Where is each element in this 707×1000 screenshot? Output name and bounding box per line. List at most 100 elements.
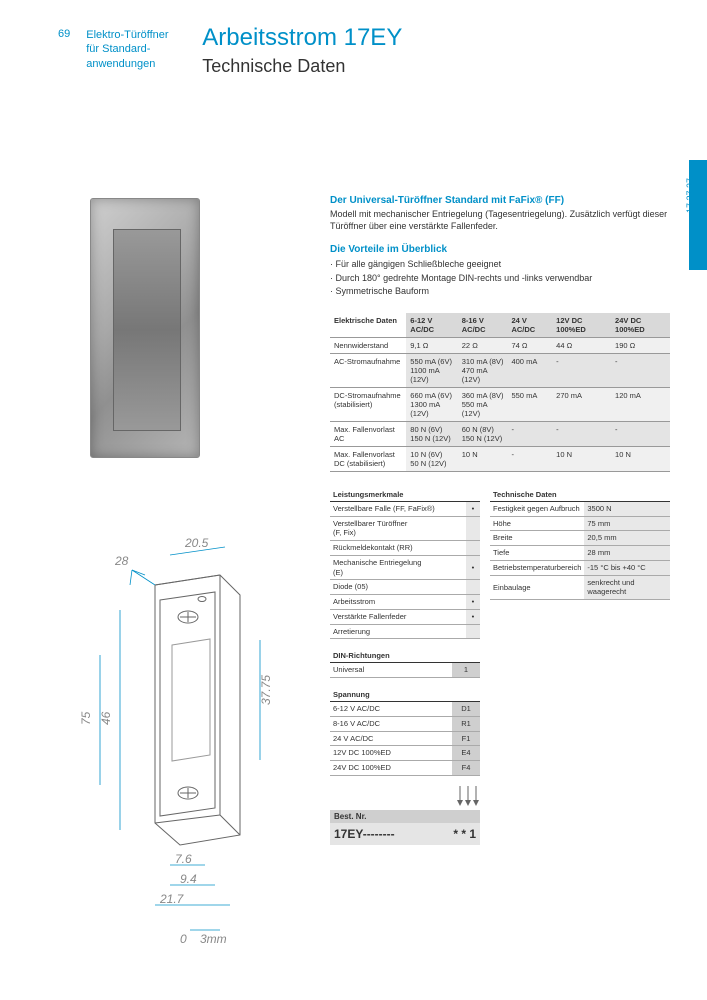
title-block: Arbeitsstrom 17EY Technische Daten: [202, 24, 402, 77]
dot: •: [466, 555, 480, 580]
code: F4: [452, 761, 480, 776]
cell: -: [611, 421, 670, 446]
row-label: Höhe: [490, 516, 584, 531]
cell: 360 mA (8V) 550 mA (12V): [458, 387, 508, 421]
row-label: 24V DC 100%ED: [330, 761, 452, 776]
order-suffix: * * 1: [453, 827, 476, 841]
row-label: Diode (05): [330, 580, 466, 595]
dot: [466, 516, 480, 541]
intro-heading: Der Universal-Türöffner Standard mit FaF…: [330, 195, 670, 206]
benefit-item: Durch 180° gedrehte Montage DIN-rechts u…: [330, 272, 670, 286]
cell: 44 Ω: [552, 337, 611, 353]
cell: 550 mA (6V) 1100 mA (12V): [406, 353, 457, 387]
cell: -: [552, 353, 611, 387]
row-label: AC-Stromaufnahme: [330, 353, 406, 387]
val: 28 mm: [584, 546, 670, 561]
th: Leistungsmerkmale: [330, 488, 480, 502]
cell: 60 N (8V) 150 N (12V): [458, 421, 508, 446]
cell: 310 mA (8V) 470 mA (12V): [458, 353, 508, 387]
dim: 46: [99, 711, 113, 725]
th: 24 V AC/DC: [507, 313, 552, 338]
dot: •: [466, 609, 480, 624]
side-tab-text: 17 27 37: [685, 178, 695, 213]
performance-table: Leistungsmerkmale Verstellbare Falle (FF…: [330, 488, 480, 640]
code: D1: [452, 702, 480, 717]
dim: 75: [79, 711, 93, 725]
row-label: Max. Fallenvorlast AC: [330, 421, 406, 446]
dim: 37.75: [259, 675, 273, 705]
row-label: 6-12 V AC/DC: [330, 702, 452, 717]
val: -15 °C bis +40 °C: [584, 560, 670, 575]
th: Spannung: [330, 688, 480, 702]
row-label: Arretierung: [330, 624, 466, 639]
dim: 20.5: [184, 536, 209, 550]
technical-table: Technische Daten Festigkeit gegen Aufbru…: [490, 488, 670, 600]
cell: 660 mA (6V) 1300 mA (12V): [406, 387, 457, 421]
cell: 270 mA: [552, 387, 611, 421]
dim: 9.4: [180, 872, 197, 886]
dim: 3mm: [200, 932, 227, 946]
cell: -: [552, 421, 611, 446]
cell: 10 N (6V) 50 N (12V): [406, 446, 457, 471]
code: E4: [452, 746, 480, 761]
dot: [466, 541, 480, 556]
th: 24V DC 100%ED: [611, 313, 670, 338]
product-photo: [90, 198, 200, 458]
dot: [466, 580, 480, 595]
page-number: 69: [58, 28, 70, 40]
electrical-table: Elektrische Daten 6-12 V AC/DC 8-16 V AC…: [330, 313, 670, 472]
content-column: Der Universal-Türöffner Standard mit FaF…: [330, 195, 670, 845]
dot: •: [466, 501, 480, 516]
cell: 22 Ω: [458, 337, 508, 353]
row-label: Universal: [330, 663, 452, 678]
benefits-heading: Die Vorteile im Überblick: [330, 244, 670, 255]
val: 3500 N: [584, 501, 670, 516]
cell: 120 mA: [611, 387, 670, 421]
row-label: 24 V AC/DC: [330, 731, 452, 746]
val: 75 mm: [584, 516, 670, 531]
order-heading: Best. Nr.: [330, 810, 480, 823]
subtitle: Technische Daten: [202, 56, 402, 77]
cell: 400 mA: [507, 353, 552, 387]
row-label: Mechanische Entriegelung (E): [330, 555, 466, 580]
code: F1: [452, 731, 480, 746]
cell: 10 N: [552, 446, 611, 471]
cell: 74 Ω: [507, 337, 552, 353]
val: senkrecht und waagerecht: [584, 575, 670, 600]
cell: 10 N: [458, 446, 508, 471]
row-label: Verstärkte Fallenfeder: [330, 609, 466, 624]
code: 1: [452, 663, 480, 678]
code: R1: [452, 716, 480, 731]
row-label: DC-Stromaufnahme (stabilisiert): [330, 387, 406, 421]
row-label: Tiefe: [490, 546, 584, 561]
benefits-list: Für alle gängigen Schließbleche geeignet…: [330, 258, 670, 299]
cell: 550 mA: [507, 387, 552, 421]
dim: 0: [180, 932, 187, 946]
row-label: Arbeitsstrom: [330, 595, 466, 610]
side-tab: [689, 160, 707, 270]
th: 8-16 V AC/DC: [458, 313, 508, 338]
voltage-table: Spannung 6-12 V AC/DCD1 8-16 V AC/DCR1 2…: [330, 688, 480, 776]
dim: 7.6: [175, 852, 192, 866]
row-label: 12V DC 100%ED: [330, 746, 452, 761]
cell: 190 Ω: [611, 337, 670, 353]
benefit-item: Für alle gängigen Schließbleche geeignet: [330, 258, 670, 272]
cell: 9,1 Ω: [406, 337, 457, 353]
th: Elektrische Daten: [330, 313, 406, 338]
dim: 21.7: [159, 892, 185, 906]
th: 6-12 V AC/DC: [406, 313, 457, 338]
ordering-arrows: [330, 786, 480, 806]
row-label: Nennwiderstand: [330, 337, 406, 353]
intro-text: Modell mit mechanischer Entriegelung (Ta…: [330, 209, 670, 232]
row-label: Festigkeit gegen Aufbruch: [490, 501, 584, 516]
dot: [466, 624, 480, 639]
th: 12V DC 100%ED: [552, 313, 611, 338]
page-header: 69 Elektro-Türöffner für Standard- anwen…: [58, 28, 402, 77]
cell: -: [507, 446, 552, 471]
row-label: Breite: [490, 531, 584, 546]
row-label: Verstellbarer Türöffner (F, Fix): [330, 516, 466, 541]
cell: -: [507, 421, 552, 446]
row-label: Betriebstemperaturbereich: [490, 560, 584, 575]
row-label: Verstellbare Falle (FF, FaFix®): [330, 501, 466, 516]
technical-drawing: 28 20.5 75 46 37.75 7.6 9.4 21.7 0 3mm: [60, 525, 310, 965]
